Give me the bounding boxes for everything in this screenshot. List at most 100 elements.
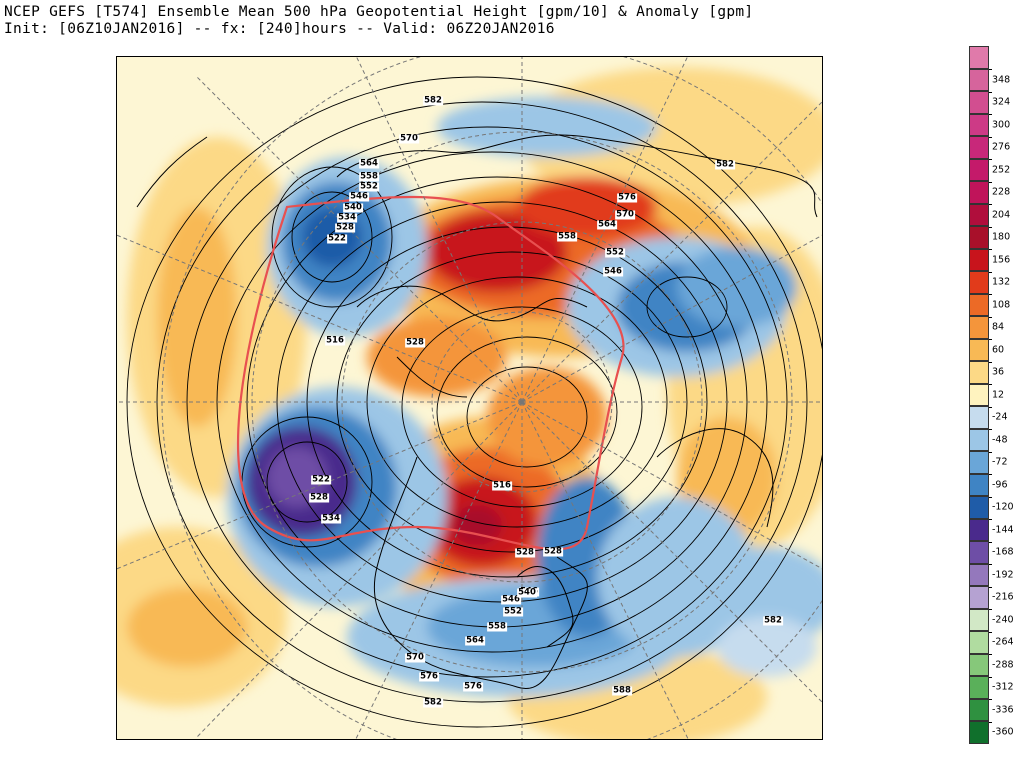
lat-lon-grid — [117, 57, 822, 739]
colorbar-label: -192 — [992, 569, 1014, 580]
colorbar-tick — [989, 586, 992, 588]
colorbar-tick — [989, 249, 992, 250]
colorbar-tick — [989, 474, 992, 475]
colorbar-label: -360 — [992, 726, 1014, 738]
colorbar-swatch — [969, 428, 989, 451]
colorbar-swatch — [969, 271, 989, 294]
colorbar-swatch — [969, 518, 989, 541]
colorbar-swatch — [969, 563, 989, 586]
colorbar-label: 108 — [992, 299, 1011, 310]
contour-label: 546 — [349, 191, 369, 202]
colorbar-label: 84 — [992, 321, 1005, 333]
colorbar-label: 132 — [992, 276, 1011, 288]
colorbar-tick — [989, 136, 992, 138]
contour-label: 558 — [487, 621, 507, 632]
coastlines — [136, 134, 818, 690]
contour-label: 552 — [503, 606, 523, 617]
colorbar-swatch — [969, 361, 989, 384]
colorbar-tick — [989, 204, 992, 205]
colorbar-label: -144 — [992, 524, 1014, 535]
contour-label: 546 — [603, 266, 623, 277]
colorbar-label: -96 — [992, 479, 1008, 490]
anomaly-fills — [117, 67, 822, 739]
colorbar-swatch — [969, 496, 989, 519]
colorbar-swatch — [969, 136, 989, 159]
contour-label: 516 — [492, 480, 512, 491]
colorbar-tick — [989, 654, 992, 655]
colorbar-swatch — [969, 113, 989, 136]
colorbar-swatch — [969, 338, 989, 361]
contour-label: 558 — [359, 171, 379, 182]
contour-label: 528 — [543, 546, 563, 557]
colorbar-tick — [989, 631, 992, 633]
colorbar-tick — [989, 496, 992, 498]
contour-label: 564 — [597, 219, 617, 230]
colorbar-label: 36 — [992, 366, 1005, 378]
colorbar-tick — [989, 384, 992, 385]
colorbar-label: -240 — [992, 614, 1014, 625]
contour-label: 576 — [617, 192, 637, 203]
colorbar-tick — [989, 406, 992, 408]
colorbar-swatch — [969, 631, 989, 654]
contour-label: 570 — [399, 133, 419, 144]
contour-label: 528 — [309, 492, 329, 503]
colorbar-tick — [989, 519, 992, 520]
colorbar-label: 180 — [992, 231, 1011, 243]
colorbar-swatch — [969, 676, 989, 699]
colorbar-tick — [989, 316, 992, 318]
colorbar-swatch — [969, 541, 989, 564]
contour-label: 534 — [337, 212, 357, 223]
colorbar-label: 12 — [992, 389, 1005, 400]
contour-label: 576 — [463, 681, 483, 692]
colorbar-label: -168 — [992, 546, 1014, 558]
colorbar-tick — [989, 226, 992, 228]
chart-title: NCEP GEFS [T574] Ensemble Mean 500 hPa G… — [4, 4, 754, 20]
colorbar-tick — [989, 429, 992, 430]
contour-label: 546 — [501, 594, 521, 605]
colorbar-swatch — [969, 46, 989, 69]
colorbar-tick — [989, 91, 992, 93]
contour-label: 528 — [335, 222, 355, 233]
colorbar-swatch — [969, 226, 989, 249]
contour-label: 582 — [423, 697, 443, 708]
colorbar-label: -288 — [992, 659, 1014, 670]
contour-label: 522 — [327, 233, 347, 244]
colorbar-tick — [989, 541, 992, 543]
contour-label: 516 — [325, 335, 345, 346]
colorbar-label: -336 — [992, 704, 1014, 715]
colorbar-swatch — [969, 158, 989, 181]
colorbar-tick — [989, 451, 992, 453]
colorbar-label: 156 — [992, 254, 1011, 265]
colorbar-swatch — [969, 721, 989, 744]
contour-label: 558 — [557, 231, 577, 242]
colorbar-swatch — [969, 406, 989, 429]
colorbar-swatch — [969, 68, 989, 91]
colorbar-tick — [989, 69, 992, 70]
colorbar-label: -72 — [992, 456, 1008, 468]
colorbar-swatch — [969, 473, 989, 496]
anomaly-map — [117, 57, 822, 739]
colorbar-tick — [989, 181, 992, 183]
contour-label: 588 — [612, 685, 632, 696]
colorbar-label: 60 — [992, 344, 1005, 355]
colorbar-swatch — [969, 316, 989, 339]
colorbar-label: 324 — [992, 96, 1011, 108]
colorbar-tick — [989, 271, 992, 273]
colorbar-label: 300 — [992, 119, 1011, 130]
colorbar-label: 204 — [992, 209, 1011, 220]
colorbar-swatch — [969, 586, 989, 609]
contour-label: 540 — [517, 587, 537, 598]
colorbar-tick — [989, 699, 992, 700]
chart-subtitle: Init: [06Z10JAN2016] -- fx: [240]hours -… — [4, 21, 555, 37]
colorbar-tick — [989, 294, 992, 295]
colorbar-swatch — [969, 451, 989, 474]
contour-label: 582 — [763, 615, 783, 626]
contour-label: 552 — [605, 247, 625, 258]
colorbar-tick — [989, 564, 992, 565]
colorbar-swatch — [969, 383, 989, 406]
colorbar-label: -264 — [992, 636, 1014, 648]
colorbar-swatch — [969, 203, 989, 226]
contour-label: 570 — [405, 652, 425, 663]
contour-label: 582 — [423, 95, 443, 106]
colorbar-swatch — [969, 653, 989, 676]
